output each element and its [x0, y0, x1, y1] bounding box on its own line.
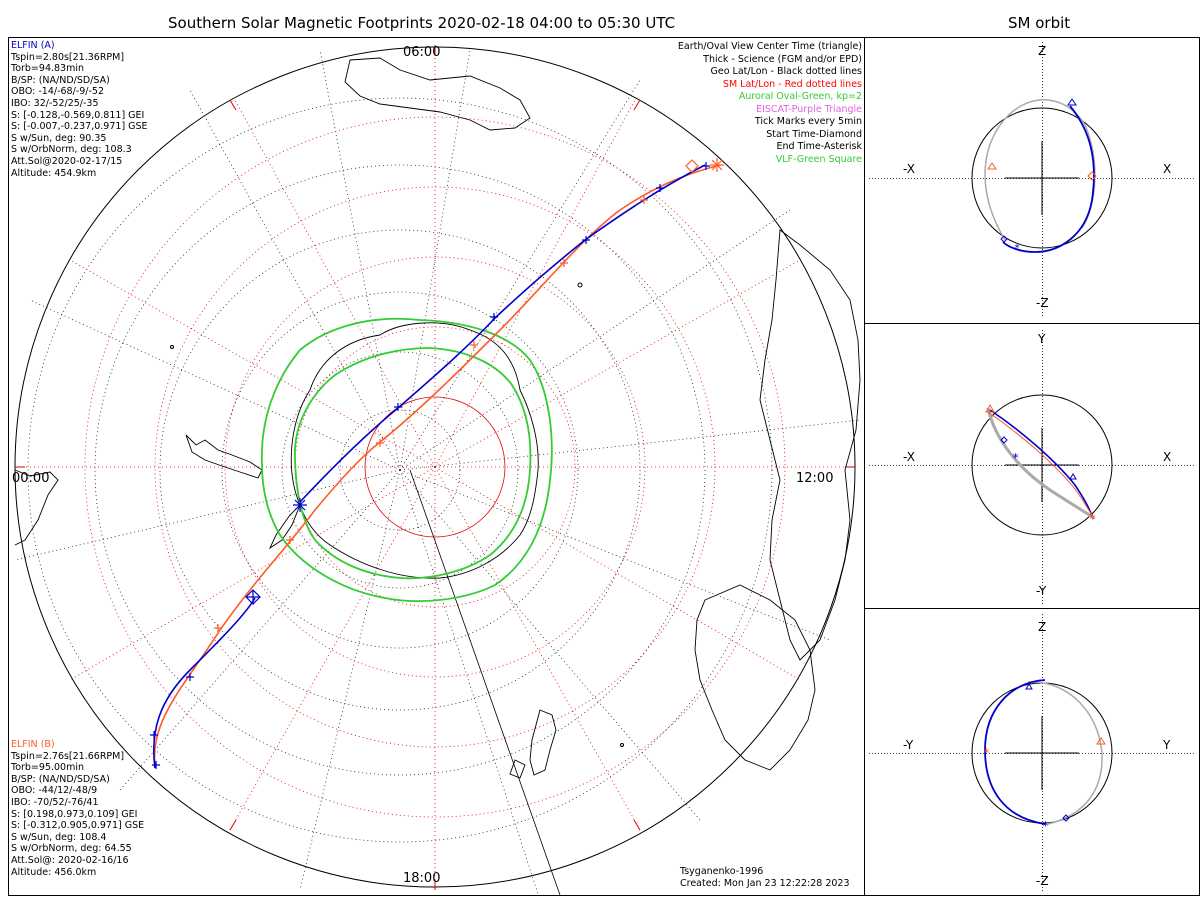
noon-meridian [409, 469, 561, 895]
elfin-b-line: S: [0.198,0.973,0.109] GEI [11, 808, 138, 820]
svg-text:*: * [1089, 512, 1096, 526]
antarctica-outline [268, 322, 539, 579]
sm-hour-ticks [15, 45, 855, 890]
orbit2-axis-bottom: -Y [1036, 584, 1047, 598]
elfin-b-info: ELFIN (B) Tspin=2.76s[21.66RPM] Torb=95.… [11, 739, 144, 878]
island [577, 282, 583, 288]
elfin-a-markers [245, 498, 307, 605]
orbit1-axis-left: -X [903, 162, 915, 176]
orbit1-axis-bottom: -Z [1036, 296, 1049, 310]
created-timestamp: Created: Mon Jan 23 12:22:28 2023 [680, 878, 850, 889]
elfin-b-line: Torb=95.00min [11, 762, 85, 774]
bottom-right-coast [694, 584, 816, 771]
orbit-panel-xy: * * [869, 330, 1195, 604]
legend-item: Auroral Oval-Green, kp=2 [738, 91, 862, 102]
south-america-outline [185, 434, 263, 479]
elfin-b-line: S: [-0.312,0.905,0.971] GSE [11, 820, 145, 832]
elfin-b-line: B/SP: (NA/ND/SD/SA) [11, 773, 110, 785]
svg-text:*: * [1014, 243, 1020, 254]
australia-outline [759, 229, 861, 661]
elfin-a-line: Torb=94.83min [11, 63, 85, 75]
elfin-b-name: ELFIN (B) [11, 739, 55, 750]
elfin-b-line: Tspin=2.76s[21.66RPM] [11, 750, 125, 762]
elfin-a-line: S w/Sun, deg: 90.35 [11, 132, 107, 144]
elfin-b-ticks [214, 196, 648, 632]
elfin-a-line: Altitude: 454.9km [11, 167, 97, 179]
elfin-b-line: IBO: -70/52/-76/41 [11, 796, 99, 808]
auroral-oval-inner [294, 347, 532, 580]
orbit3-axis-top: Z [1038, 620, 1047, 634]
sm-grid [15, 45, 855, 890]
elfin-b-line: S w/OrbNorm, deg: 64.55 [11, 843, 132, 855]
legend-item: End Time-Asterisk [776, 141, 862, 152]
legend-item: Start Time-Diamond [766, 128, 862, 140]
orbit3-axis-right: Y [1163, 738, 1171, 752]
top-coast-outline [344, 57, 531, 131]
elfin-b-line: S w/Sun, deg: 108.4 [11, 831, 107, 843]
hour-label-left: 00:00 [12, 471, 50, 486]
legend-item: EISCAT-Purple Triangle [756, 103, 862, 115]
legend-item: Tick Marks every 5min [754, 116, 862, 127]
hour-label-right: 12:00 [796, 471, 834, 486]
svg-text:*: * [983, 746, 990, 760]
elfin-b-line: OBO: -44/12/-48/9 [11, 785, 98, 797]
orbit-panel-title: SM orbit [1008, 14, 1071, 32]
legend-item: Thick - Science (FGM and/or EPD) [703, 53, 862, 65]
page-title: Southern Solar Magnetic Footprints 2020-… [168, 14, 676, 32]
elfin-a-line: Tspin=2.80s[21.36RPM] [11, 51, 125, 63]
new-zealand-outline [509, 709, 557, 779]
elfin-a-line: S w/OrbNorm, deg: 108.3 [11, 144, 132, 156]
orbit2-axis-left: -X [903, 450, 915, 464]
elfin-b-track [153, 164, 721, 766]
elfin-a-line: IBO: 32/-52/25/-35 [11, 97, 99, 109]
auroral-oval-outer [260, 317, 553, 602]
legend-item: Geo Lat/Lon - Black dotted lines [710, 66, 862, 77]
elfin-a-line: OBO: -14/-68/-9/-52 [11, 86, 104, 98]
legend: Earth/Oval View Center Time (triangle) T… [678, 41, 862, 166]
elfin-a-name: ELFIN (A) [11, 40, 55, 51]
orbit3-axis-bottom: -Z [1036, 874, 1049, 888]
hour-label-bottom: 18:00 [403, 871, 441, 886]
svg-text:*: * [1042, 819, 1049, 833]
island [170, 345, 174, 349]
africa-outline [14, 469, 59, 546]
legend-item: VLF-Green Square [775, 153, 862, 165]
elfin-a-line: S: [-0.128,-0.569,0.811] GEI [11, 109, 145, 121]
elfin-b-line: Altitude: 456.0km [11, 866, 97, 878]
orbit-panel-xz: * [869, 42, 1195, 318]
island [620, 743, 624, 747]
sm-pole-circle [364, 396, 506, 538]
elfin-a-ticks [150, 162, 710, 769]
orbit1-axis-top: Z [1038, 44, 1047, 58]
hour-label-top: 06:00 [403, 45, 441, 60]
elfin-a-info: ELFIN (A) Tspin=2.80s[21.36RPM] Torb=94.… [11, 40, 148, 179]
orbit1-axis-right: X [1163, 162, 1172, 176]
svg-text:*: * [1012, 451, 1019, 465]
elfin-a-line: Att.Sol@2020-02-17/15 [11, 155, 123, 167]
legend-item: Earth/Oval View Center Time (triangle) [677, 41, 862, 52]
orbit3-axis-left: -Y [903, 738, 914, 752]
orbit2-axis-right: X [1163, 450, 1172, 464]
orbit2-axis-top: Y [1038, 332, 1046, 346]
orbit-panel-yz: * * [869, 614, 1195, 892]
elfin-b-markers [685, 158, 724, 173]
geo-lat-grid [27, 97, 773, 843]
elfin-b-line: Att.Sol@: 2020-02-16/16 [11, 854, 129, 866]
elfin-a-track [152, 164, 706, 769]
elfin-a-line: B/SP: (NA/ND/SD/SA) [11, 74, 110, 86]
elfin-a-line: S: [-0.007,-0.237,0.971] GSE [11, 121, 148, 133]
legend-item: SM Lat/Lon - Red dotted lines [722, 78, 862, 90]
model-name: Tsyganenko-1996 [680, 866, 764, 877]
